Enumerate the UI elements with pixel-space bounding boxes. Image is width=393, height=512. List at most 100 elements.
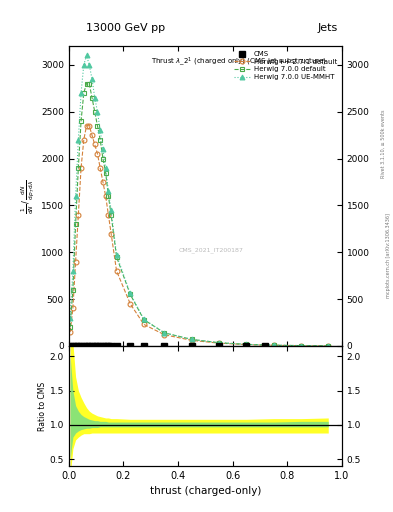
Herwig++ 2.7.1 default: [73, 259, 78, 265]
Herwig 7.0.0 UE-MMHT: [101, 146, 105, 152]
Legend: CMS, Herwig++ 2.7.1 default, Herwig 7.0.0 default, Herwig 7.0.0 UE-MMHT: CMS, Herwig++ 2.7.1 default, Herwig 7.0.…: [231, 48, 340, 83]
Text: mcplots.cern.ch [arXiv:1306.3436]: mcplots.cern.ch [arXiv:1306.3436]: [386, 214, 391, 298]
Y-axis label: Ratio to CMS: Ratio to CMS: [38, 381, 47, 431]
Herwig 7.0.0 default: [271, 342, 276, 348]
Herwig 7.0.0 UE-MMHT: [299, 343, 303, 349]
Herwig 7.0.0 UE-MMHT: [109, 207, 114, 213]
Herwig++ 2.7.1 default: [79, 165, 83, 171]
Line: Herwig 7.0.0 default: Herwig 7.0.0 default: [68, 81, 331, 348]
X-axis label: thrust (charged-only): thrust (charged-only): [150, 486, 261, 496]
Herwig 7.0.0 default: [87, 80, 92, 87]
Herwig 7.0.0 default: [141, 316, 146, 323]
CMS: [95, 343, 100, 349]
Herwig++ 2.7.1 default: [114, 268, 119, 274]
Herwig++ 2.7.1 default: [299, 343, 303, 349]
CMS: [106, 343, 111, 349]
CMS: [79, 343, 83, 349]
CMS: [81, 343, 86, 349]
CMS: [98, 343, 103, 349]
Herwig++ 2.7.1 default: [109, 230, 114, 237]
Text: Thrust $\lambda\_2^1$ (charged only) (CMS jet substructure): Thrust $\lambda\_2^1$ (charged only) (CM…: [151, 55, 327, 68]
CMS: [92, 343, 97, 349]
Herwig++ 2.7.1 default: [141, 322, 146, 328]
Herwig 7.0.0 UE-MMHT: [73, 193, 78, 199]
Herwig++ 2.7.1 default: [81, 137, 86, 143]
Herwig 7.0.0 default: [103, 169, 108, 176]
Herwig 7.0.0 UE-MMHT: [189, 336, 194, 343]
Herwig 7.0.0 UE-MMHT: [162, 330, 167, 336]
CMS: [76, 343, 81, 349]
CMS: [141, 343, 146, 349]
CMS: [217, 343, 221, 349]
Herwig++ 2.7.1 default: [271, 342, 276, 348]
Herwig++ 2.7.1 default: [103, 193, 108, 199]
CMS: [109, 343, 114, 349]
Herwig++ 2.7.1 default: [128, 301, 132, 307]
CMS: [70, 343, 75, 349]
Herwig++ 2.7.1 default: [106, 211, 111, 218]
Herwig 7.0.0 default: [162, 330, 167, 336]
Herwig++ 2.7.1 default: [244, 342, 249, 348]
Herwig 7.0.0 UE-MMHT: [81, 62, 86, 68]
Herwig++ 2.7.1 default: [92, 141, 97, 147]
CMS: [162, 343, 167, 349]
Herwig 7.0.0 UE-MMHT: [271, 342, 276, 348]
Herwig++ 2.7.1 default: [70, 305, 75, 311]
Text: Rivet 3.1.10, ≥ 500k events: Rivet 3.1.10, ≥ 500k events: [381, 109, 386, 178]
CMS: [84, 343, 89, 349]
Herwig 7.0.0 UE-MMHT: [98, 127, 103, 134]
Herwig 7.0.0 default: [95, 123, 100, 129]
Line: Herwig++ 2.7.1 default: Herwig++ 2.7.1 default: [68, 123, 331, 348]
CMS: [73, 343, 78, 349]
CMS: [90, 343, 94, 349]
Herwig++ 2.7.1 default: [95, 151, 100, 157]
CMS: [263, 343, 268, 349]
CMS: [189, 343, 194, 349]
Herwig 7.0.0 default: [92, 109, 97, 115]
Herwig++ 2.7.1 default: [326, 343, 331, 349]
Herwig 7.0.0 UE-MMHT: [68, 315, 72, 321]
Herwig++ 2.7.1 default: [87, 123, 92, 129]
Herwig 7.0.0 default: [98, 137, 103, 143]
Herwig 7.0.0 default: [326, 343, 331, 349]
Herwig 7.0.0 default: [76, 165, 81, 171]
Herwig++ 2.7.1 default: [101, 179, 105, 185]
Herwig 7.0.0 UE-MMHT: [76, 137, 81, 143]
Herwig 7.0.0 UE-MMHT: [92, 95, 97, 101]
Herwig 7.0.0 default: [106, 193, 111, 199]
Line: Herwig 7.0.0 UE-MMHT: Herwig 7.0.0 UE-MMHT: [68, 53, 331, 348]
Herwig 7.0.0 default: [79, 118, 83, 124]
Herwig++ 2.7.1 default: [90, 132, 94, 138]
Herwig 7.0.0 default: [70, 287, 75, 293]
Herwig 7.0.0 UE-MMHT: [79, 90, 83, 96]
CMS: [114, 343, 119, 349]
Herwig 7.0.0 default: [217, 339, 221, 346]
Herwig 7.0.0 UE-MMHT: [95, 109, 100, 115]
Herwig 7.0.0 UE-MMHT: [90, 76, 94, 82]
Herwig 7.0.0 default: [90, 95, 94, 101]
Herwig 7.0.0 UE-MMHT: [244, 342, 249, 348]
Text: Jets: Jets: [318, 23, 338, 33]
Herwig++ 2.7.1 default: [76, 211, 81, 218]
CMS: [101, 343, 105, 349]
CMS: [87, 343, 92, 349]
Herwig 7.0.0 default: [244, 342, 249, 348]
CMS: [244, 343, 249, 349]
Text: 13000 GeV pp: 13000 GeV pp: [86, 23, 165, 33]
Herwig 7.0.0 default: [81, 90, 86, 96]
Herwig++ 2.7.1 default: [98, 165, 103, 171]
Herwig 7.0.0 default: [101, 156, 105, 162]
Herwig 7.0.0 default: [189, 336, 194, 343]
Herwig 7.0.0 default: [84, 80, 89, 87]
Line: CMS: CMS: [67, 343, 268, 349]
Herwig 7.0.0 UE-MMHT: [87, 62, 92, 68]
Herwig 7.0.0 UE-MMHT: [106, 188, 111, 195]
Herwig++ 2.7.1 default: [162, 332, 167, 338]
Herwig 7.0.0 UE-MMHT: [128, 290, 132, 296]
Herwig++ 2.7.1 default: [217, 340, 221, 346]
Herwig 7.0.0 UE-MMHT: [326, 343, 331, 349]
Herwig 7.0.0 UE-MMHT: [141, 316, 146, 323]
CMS: [103, 343, 108, 349]
CMS: [68, 343, 72, 349]
Herwig 7.0.0 default: [109, 211, 114, 218]
